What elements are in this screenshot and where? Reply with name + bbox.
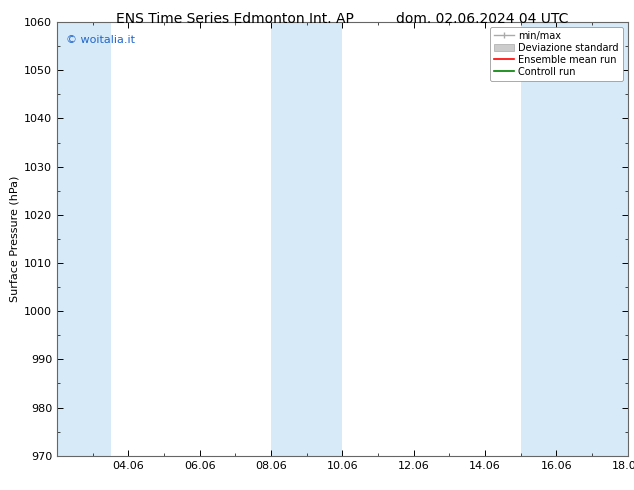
- Bar: [271, 22, 342, 456]
- Text: dom. 02.06.2024 04 UTC: dom. 02.06.2024 04 UTC: [396, 12, 568, 26]
- Bar: [521, 22, 628, 456]
- Bar: [57, 22, 110, 456]
- Text: ENS Time Series Edmonton Int. AP: ENS Time Series Edmonton Int. AP: [115, 12, 354, 26]
- Legend: min/max, Deviazione standard, Ensemble mean run, Controll run: min/max, Deviazione standard, Ensemble m…: [490, 27, 623, 80]
- Text: © woitalia.it: © woitalia.it: [66, 35, 134, 45]
- Y-axis label: Surface Pressure (hPa): Surface Pressure (hPa): [10, 176, 20, 302]
